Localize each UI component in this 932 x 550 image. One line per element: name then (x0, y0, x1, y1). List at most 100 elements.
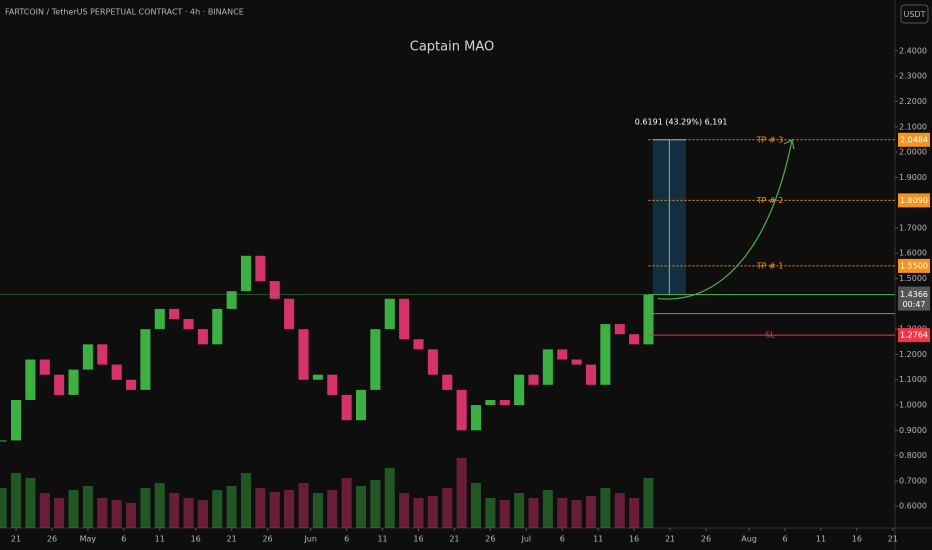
x-tick-label: Jul (520, 535, 531, 544)
candle-body (341, 394, 352, 421)
x-tick-label: 21 (665, 535, 675, 544)
candle-body (557, 349, 568, 360)
volume-bar (370, 480, 381, 528)
volume-bar (111, 500, 122, 528)
entry-box (647, 294, 895, 315)
candle-body (399, 298, 410, 340)
volume-bar (82, 486, 93, 528)
candle-body (442, 374, 453, 390)
y-tick-label: 1.1000 (899, 375, 927, 384)
y-tick-label: 2.0000 (899, 148, 927, 157)
volume-bar (212, 490, 223, 528)
volume-bar (571, 500, 582, 528)
candle-body (0, 440, 7, 442)
volume-bar (557, 498, 568, 528)
measure-label: 0.6191 (43.29%) 6,191 (635, 117, 728, 126)
candle-body (571, 359, 582, 365)
y-tick-label: 1.7000 (899, 223, 927, 232)
projection-arrow (657, 139, 795, 300)
candle-body (10, 399, 22, 441)
volume-bar (427, 496, 438, 528)
candle-body (154, 308, 165, 330)
candle-body (212, 308, 223, 345)
candle-body (542, 349, 553, 385)
price-label: 1.8090 (900, 196, 928, 205)
candle-body (255, 255, 266, 282)
x-tick-label: 26 (262, 535, 272, 544)
volume-bar (68, 490, 79, 528)
volume-bar (54, 498, 65, 528)
candle-body (629, 334, 640, 345)
x-tick-label: 16 (191, 535, 201, 544)
candle-body (514, 374, 525, 406)
y-tick-label: 0.8000 (899, 451, 927, 460)
candle-body (585, 364, 597, 385)
volume-bar (298, 483, 309, 528)
x-tick-label: 16 (413, 535, 423, 544)
volume-bar (255, 488, 266, 528)
candle-body (370, 329, 381, 390)
volume-bar (140, 488, 151, 528)
x-tick-label: 26 (47, 535, 57, 544)
volume-bar (327, 490, 338, 528)
candle-body (643, 294, 654, 345)
candle-body (111, 364, 122, 380)
volume-bar (0, 488, 7, 528)
x-tick-label: 21 (449, 535, 459, 544)
volume-bar (355, 486, 367, 528)
candle-body (327, 374, 338, 395)
y-tick-label: 2.3000 (899, 72, 927, 81)
chart-title: Captain MAO (410, 40, 494, 55)
volume-bar (614, 493, 625, 528)
candle-body (600, 324, 611, 385)
price-label-box (898, 328, 930, 343)
x-tick-label: 21 (888, 535, 898, 544)
candle-body (125, 379, 137, 390)
candle-body (54, 374, 65, 395)
candle-body (284, 298, 295, 330)
volume-bar (97, 498, 108, 528)
x-tick-label: 16 (852, 535, 862, 544)
y-tick-label: 2.1000 (899, 122, 927, 131)
symbol-line: FARTCOIN / TetherUS PERPETUAL CONTRACT ·… (5, 8, 244, 17)
x-tick-label: 16 (629, 535, 639, 544)
price-label-box (898, 193, 930, 208)
x-tick-label: 6 (344, 535, 349, 544)
x-tick-label: 21 (227, 535, 237, 544)
candle-body (312, 374, 323, 380)
currency-box[interactable] (900, 4, 929, 24)
y-tick-label: 2.2000 (899, 97, 927, 106)
volume-bar (39, 493, 50, 528)
volume-bar (442, 488, 453, 528)
candle-body (485, 399, 496, 406)
candle-body (269, 281, 280, 299)
x-tick-label: May (80, 535, 97, 544)
volume-bar (399, 493, 410, 528)
candle-body (384, 298, 395, 330)
price-label-box (898, 258, 930, 273)
volume-bar (585, 496, 597, 528)
price-label-box (898, 132, 930, 147)
y-tick-label: 2.4000 (899, 46, 927, 55)
candle-body (97, 344, 108, 365)
x-tick-label: 11 (816, 535, 826, 544)
volume-bar (226, 486, 237, 528)
price-label: 1.2764 (900, 331, 928, 340)
x-tick-label: 6 (782, 535, 787, 544)
candle-body (25, 359, 36, 400)
x-tick-label: Aug (741, 535, 757, 544)
volume-bar (197, 500, 208, 528)
volume-bar (169, 493, 180, 528)
volume-bar (384, 468, 395, 528)
candle-body (183, 319, 194, 330)
candle-body (456, 389, 467, 431)
volume-bar (413, 498, 424, 528)
candle-body (68, 369, 79, 395)
level-name: SL (765, 331, 775, 340)
x-tick-label: 26 (485, 535, 495, 544)
volume-bar (125, 503, 137, 528)
candle-body (470, 405, 482, 431)
currency[interactable]: USDT (904, 10, 926, 19)
candle-body (240, 255, 252, 292)
y-tick-label: 0.9000 (899, 426, 927, 435)
